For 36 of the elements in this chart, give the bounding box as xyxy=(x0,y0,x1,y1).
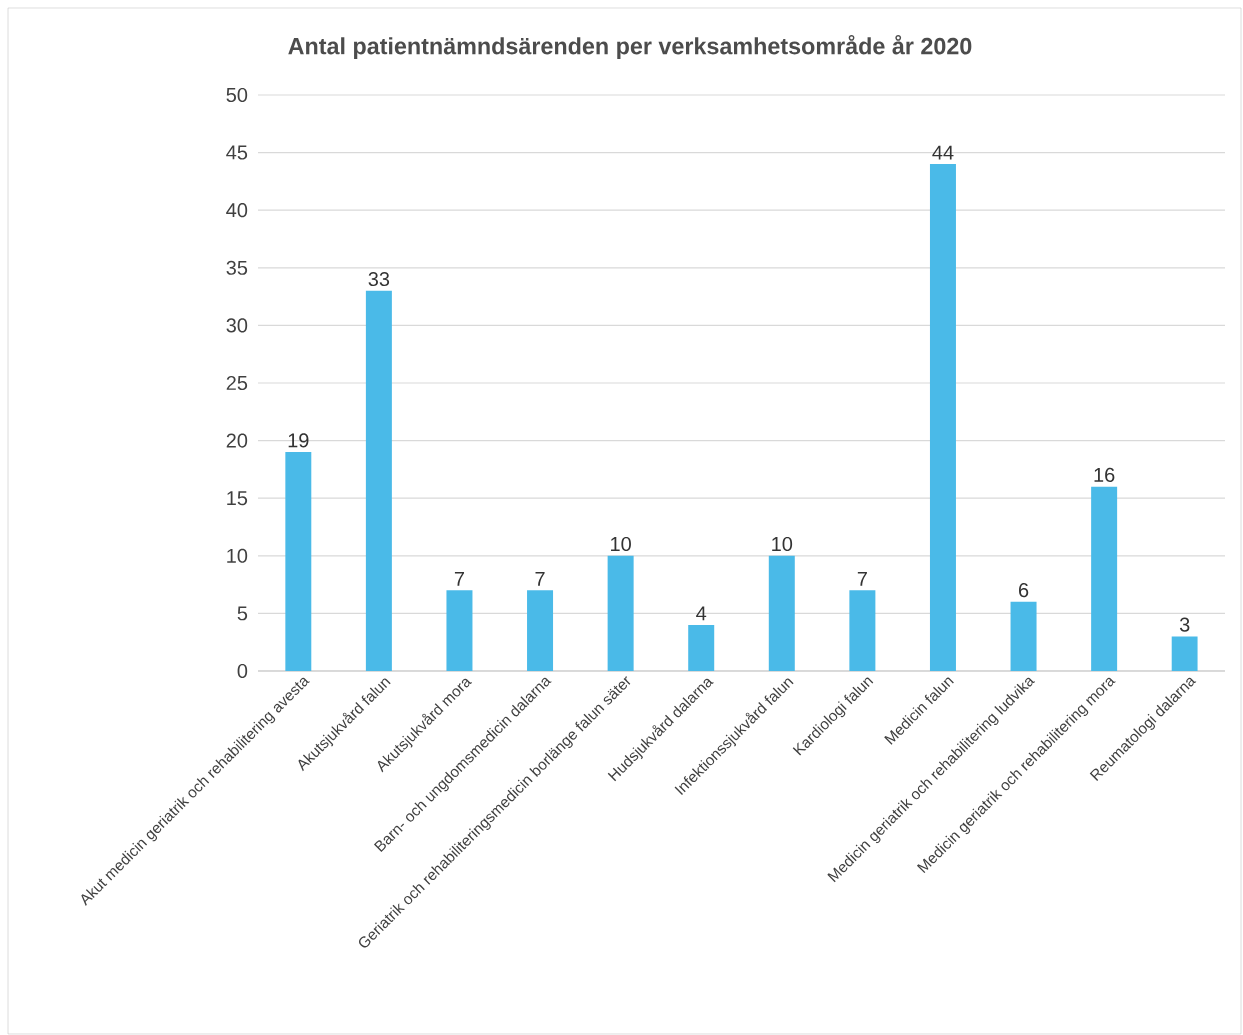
bar xyxy=(446,590,473,671)
data-label: 7 xyxy=(454,571,465,586)
bar xyxy=(929,164,956,671)
bar xyxy=(285,452,312,671)
data-label: 4 xyxy=(696,606,707,621)
y-tick-label: 50 xyxy=(226,87,248,103)
bar xyxy=(688,624,715,671)
data-label: 44 xyxy=(932,145,954,160)
bar xyxy=(607,555,634,671)
bar xyxy=(1171,636,1198,671)
y-tick-label: 10 xyxy=(227,548,248,563)
data-label: 7 xyxy=(857,571,867,586)
bar xyxy=(527,590,554,671)
y-tick-label: 25 xyxy=(226,375,248,391)
data-label: 7 xyxy=(535,571,545,586)
y-tick-label: 20 xyxy=(226,433,248,448)
bar xyxy=(849,590,876,671)
chart-title: Antal patientnämndsärenden per verksamhetsområde år 2020 xyxy=(288,34,972,60)
bar xyxy=(768,555,795,671)
bar xyxy=(365,290,392,671)
data-label: 16 xyxy=(1094,467,1115,482)
data-label: 6 xyxy=(1019,582,1029,598)
data-label: 10 xyxy=(611,536,631,552)
y-tick-label: 0 xyxy=(237,663,248,679)
bar xyxy=(1091,486,1118,671)
y-tick-label: 30 xyxy=(226,318,248,333)
y-tick-label: 15 xyxy=(227,491,248,506)
data-label: 10 xyxy=(772,536,793,552)
y-tick-label: 40 xyxy=(226,203,248,218)
data-label: 33 xyxy=(368,271,390,287)
data-label: 19 xyxy=(288,433,309,448)
y-tick-label: 35 xyxy=(226,260,248,275)
y-tick-label: 45 xyxy=(226,145,248,160)
data-label: 3 xyxy=(1179,617,1190,632)
bar xyxy=(1010,601,1037,671)
y-tick-label: 5 xyxy=(237,606,248,621)
